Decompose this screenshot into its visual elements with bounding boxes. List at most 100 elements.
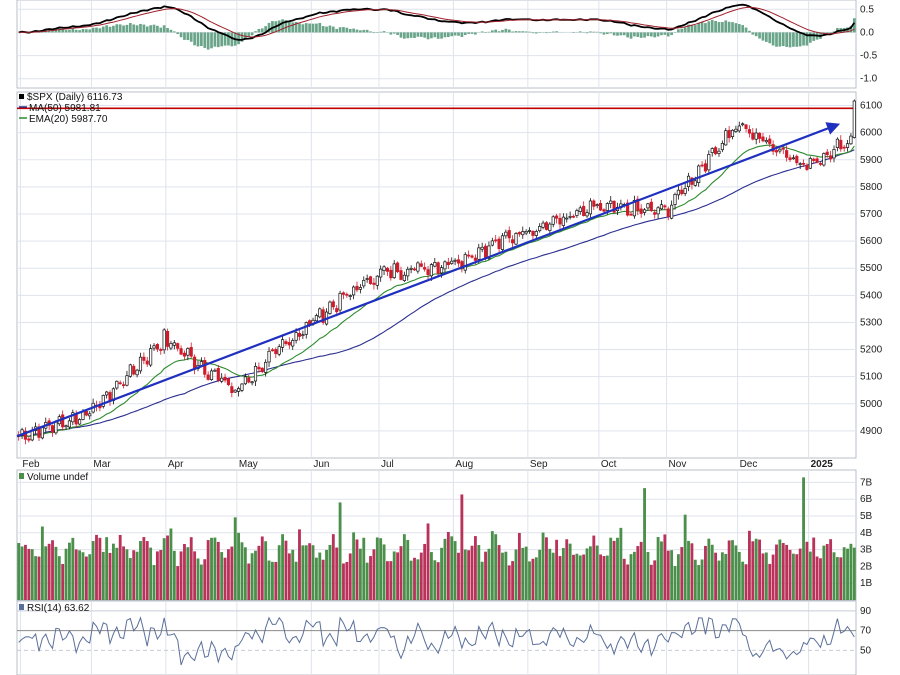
macd-histogram-bar — [734, 23, 738, 33]
volume-bar — [355, 539, 359, 600]
volume-bar — [595, 545, 599, 600]
macd-histogram-bar — [497, 31, 501, 33]
macd-histogram-bar — [629, 32, 633, 39]
macd-histogram-bar — [88, 29, 92, 33]
price-candle — [582, 205, 586, 216]
price-candle — [453, 259, 457, 262]
volume-bar — [463, 549, 467, 600]
price-candle — [555, 215, 559, 219]
price-candle — [240, 383, 244, 391]
price-candle — [118, 382, 122, 385]
macd-histogram-bar — [298, 23, 301, 33]
volume-bar — [808, 551, 812, 600]
price-candle — [467, 254, 471, 257]
macd-histogram-bar — [737, 24, 741, 33]
price-candle — [423, 267, 427, 270]
macd-histogram-bar — [101, 26, 105, 33]
volume-bar — [267, 560, 271, 600]
volume-bar — [697, 565, 701, 600]
volume-bar — [619, 527, 623, 600]
month-tick-label: Dec — [740, 459, 758, 470]
volume-bar — [822, 545, 826, 600]
price-candle — [835, 138, 839, 148]
volume-bar — [829, 539, 833, 600]
macd-histogram-bar — [700, 21, 704, 33]
macd-histogram-bar — [122, 25, 125, 33]
price-panel — [16, 91, 857, 459]
price-candle — [703, 163, 708, 172]
price-candle — [169, 343, 173, 349]
macd-tick-label: 0.5 — [860, 4, 874, 15]
volume-bar — [605, 555, 609, 600]
macd-histogram-bar — [545, 32, 548, 34]
volume-bar — [524, 546, 528, 600]
volume-bar — [798, 548, 802, 600]
month-tick-label: Mar — [93, 459, 111, 470]
volume-bar — [690, 543, 694, 600]
price-candle — [605, 203, 609, 211]
price-candle — [20, 429, 24, 436]
volume-bar — [108, 552, 112, 600]
volume-bar — [534, 557, 538, 600]
price-candle — [23, 430, 28, 440]
price-candle — [527, 230, 532, 232]
volume-bar — [541, 532, 545, 600]
price-candle — [808, 158, 812, 169]
volume-bar — [111, 543, 115, 600]
volume-bar — [328, 544, 332, 600]
price-candle — [710, 148, 714, 153]
volume-bar — [95, 534, 98, 600]
volume-bar — [649, 564, 653, 600]
price-candle — [149, 348, 153, 366]
macd-histogram-bar — [592, 31, 596, 33]
volume-bar — [213, 537, 217, 600]
volume-bar — [318, 552, 322, 600]
volume-bar — [37, 556, 41, 600]
macd-histogram-bar — [230, 32, 234, 47]
macd-histogram-bar — [771, 32, 775, 46]
volume-bar — [237, 532, 241, 600]
volume-bar — [325, 549, 328, 600]
volume-bar — [331, 534, 335, 600]
price-candle — [595, 204, 599, 206]
volume-bar — [714, 552, 718, 600]
price-candle — [233, 389, 237, 393]
price-candle — [257, 366, 261, 370]
macd-histogram-bar — [785, 32, 789, 47]
macd-tick-label: -0.5 — [860, 51, 878, 62]
price-candle — [385, 267, 390, 272]
volume-bar — [450, 536, 454, 600]
volume-bar — [680, 547, 684, 600]
volume-bar — [632, 551, 636, 600]
volume-bar — [612, 540, 616, 600]
volume-bar — [382, 544, 386, 600]
macd-tick-label: -1.0 — [860, 74, 878, 85]
macd-histogram-bar — [484, 32, 487, 33]
macd-histogram-bar — [176, 32, 180, 35]
volume-bar — [852, 547, 856, 600]
price-candle — [165, 331, 170, 347]
macd-histogram-bar — [585, 32, 589, 34]
macd-histogram-bar — [741, 25, 745, 33]
price-tick-label: 5200 — [860, 345, 883, 356]
macd-histogram-bar — [795, 32, 799, 47]
price-candle — [774, 150, 779, 153]
volume-bar — [849, 543, 853, 600]
price-candle — [693, 180, 697, 186]
macd-histogram-bar — [244, 32, 247, 39]
volume-bar — [47, 543, 51, 600]
volume-bar — [433, 560, 437, 600]
price-tick-label: 5000 — [860, 399, 883, 410]
volume-bar — [166, 535, 169, 600]
macd-histogram-bar — [802, 32, 805, 46]
macd-histogram-bar — [206, 32, 210, 50]
volume-bar — [135, 551, 139, 600]
price-candle — [500, 235, 505, 250]
macd-histogram-bar — [460, 32, 464, 38]
price-candle — [636, 198, 640, 211]
month-tick-label: Feb — [22, 459, 40, 470]
macd-histogram-bar — [798, 32, 802, 47]
macd-histogram-bar — [764, 32, 768, 42]
macd-histogram-bar — [84, 29, 88, 33]
macd-histogram-bar — [450, 32, 454, 37]
